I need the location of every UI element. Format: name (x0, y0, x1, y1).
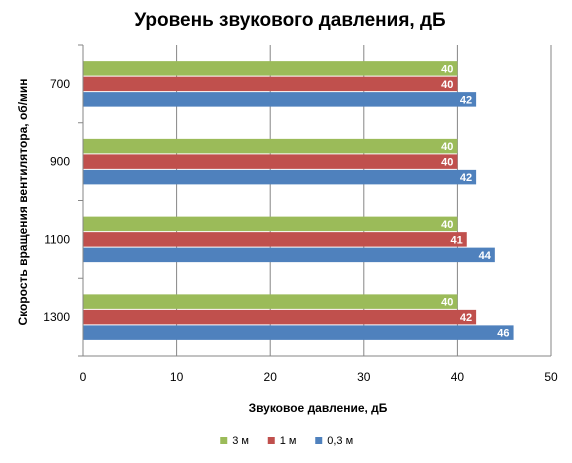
x-tick-label: 10 (170, 370, 184, 384)
y-tick-label: 900 (50, 155, 70, 169)
legend-swatch (220, 437, 228, 444)
bar (83, 309, 477, 325)
chart-title: Уровень звукового давления, дБ (134, 10, 445, 31)
x-tick-label: 40 (451, 370, 465, 384)
bar (83, 61, 458, 76)
legend: 3 м 1 м 0,3 м (220, 435, 353, 447)
plot-background (83, 45, 551, 356)
data-label: 40 (441, 157, 453, 169)
legend-swatch (267, 437, 275, 444)
bar (83, 169, 477, 185)
plot-area: 0 10 20 30 40 50 700 900 1100 1300 40 40 42 40 40 42 40 4… (43, 44, 558, 384)
data-label: 46 (497, 328, 509, 340)
data-label: 42 (460, 94, 472, 106)
data-label: 44 (479, 250, 492, 262)
bar (83, 138, 458, 154)
bar (83, 294, 458, 309)
data-label: 40 (441, 141, 453, 153)
legend-label: 1 м (280, 435, 297, 447)
data-label: 40 (441, 219, 453, 231)
y-tick-label: 1100 (44, 232, 70, 246)
y-tick-label: 700 (50, 77, 70, 91)
bar (83, 247, 495, 263)
data-label: 42 (460, 172, 472, 184)
data-label: 40 (441, 297, 453, 309)
data-label: 41 (451, 234, 463, 246)
bar (83, 216, 458, 232)
legend-item: 0,3 м (315, 435, 353, 447)
x-axis-title: Звуковое давление, дБ (249, 401, 388, 415)
x-tick-label: 0 (80, 370, 87, 384)
data-label: 42 (460, 312, 472, 324)
legend-item: 1 м (267, 435, 297, 447)
bar (83, 92, 477, 107)
y-axis-title: Скорость вращения вентилятора, об/мин (16, 78, 30, 325)
bar (83, 325, 514, 340)
legend-label: 3 м (232, 435, 249, 447)
x-tick-label: 50 (544, 370, 558, 384)
x-tick-label: 30 (357, 370, 371, 384)
data-label: 40 (441, 79, 453, 91)
bar (83, 154, 458, 169)
bar (83, 232, 467, 247)
data-label: 40 (441, 63, 453, 75)
y-tick-label: 1300 (43, 310, 70, 324)
x-tick-label: 20 (264, 370, 278, 384)
legend-item: 3 м (220, 435, 249, 447)
legend-swatch (315, 437, 323, 444)
bar (83, 76, 458, 92)
legend-label: 0,3 м (327, 435, 353, 447)
